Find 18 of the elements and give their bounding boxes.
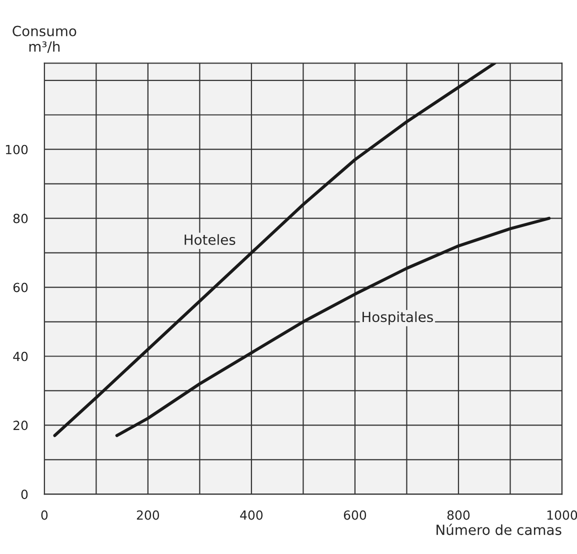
y-tick-label: 80 (13, 214, 28, 224)
series-label: Hospitales (362, 311, 433, 325)
x-axis-title: Número de camas (436, 524, 562, 536)
x-tick-label: 800 (447, 510, 470, 520)
x-tick-label: 1000 (547, 510, 577, 520)
y-tick-label: 40 (13, 352, 28, 362)
line-series (115, 216, 551, 438)
x-tick-label: 0 (41, 510, 48, 520)
y-axis-title: Consumo m³/h (12, 26, 76, 53)
y-tick-label: 60 (13, 282, 28, 292)
line-series (53, 63, 496, 438)
series-label: Hoteles (184, 234, 236, 245)
x-tick-label: 400 (240, 510, 263, 520)
x-tick-label: 200 (136, 510, 160, 520)
y-tick-label: 20 (13, 420, 28, 430)
y-tick-label: 100 (6, 144, 28, 154)
y-tick-label: 0 (21, 490, 28, 500)
x-tick-label: 600 (344, 510, 366, 520)
